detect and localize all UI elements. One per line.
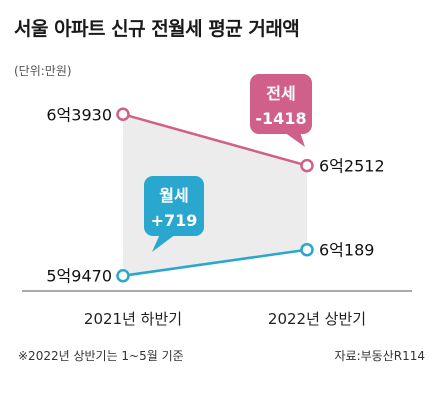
jeonse-callout-change: -1418 — [255, 109, 306, 128]
x-tick-label-2022h1: 2022년 상반기 — [268, 310, 366, 328]
jeonse-point-2021h2 — [116, 107, 130, 122]
x-tick-label-2021h2: 2021년 하반기 — [84, 310, 182, 328]
jeonse-callout-box — [250, 74, 312, 134]
wolse-value-label-2022h1: 6억189 — [319, 241, 374, 260]
jeonse-point-2022h1 — [300, 158, 314, 173]
wolse-callout-name: 월세 — [159, 186, 188, 205]
wolse-line — [122, 248, 308, 277]
chart-title: 서울 아파트 신규 전월세 평균 거래액 — [14, 18, 300, 40]
source-label: 자료:부동산R114 — [334, 349, 426, 363]
wolse-value-label-2021h2: 5억9470 — [46, 267, 112, 286]
footnote: ※2022년 상반기는 1~5월 기준 — [18, 349, 184, 363]
wolse-callout-change: +719 — [151, 211, 198, 230]
wolse-callout: 월세 +719 — [144, 176, 204, 252]
wolse-callout-pointer — [152, 234, 176, 252]
jeonse-value-label-2021h2: 6억3930 — [46, 105, 112, 124]
wolse-callout-box — [144, 176, 204, 236]
wolse-point-2022h1 — [300, 242, 314, 257]
jeonse-value-label-2022h1: 6억2512 — [319, 157, 385, 176]
jeonse-callout: 전세 -1418 — [250, 74, 312, 147]
wolse-point-2021h2 — [116, 268, 130, 283]
unit-label: (단위:만원) — [14, 64, 72, 78]
jeonse-callout-name: 전세 — [266, 84, 295, 103]
jeonse-callout-pointer — [284, 132, 305, 147]
jeonse-line — [122, 113, 308, 167]
